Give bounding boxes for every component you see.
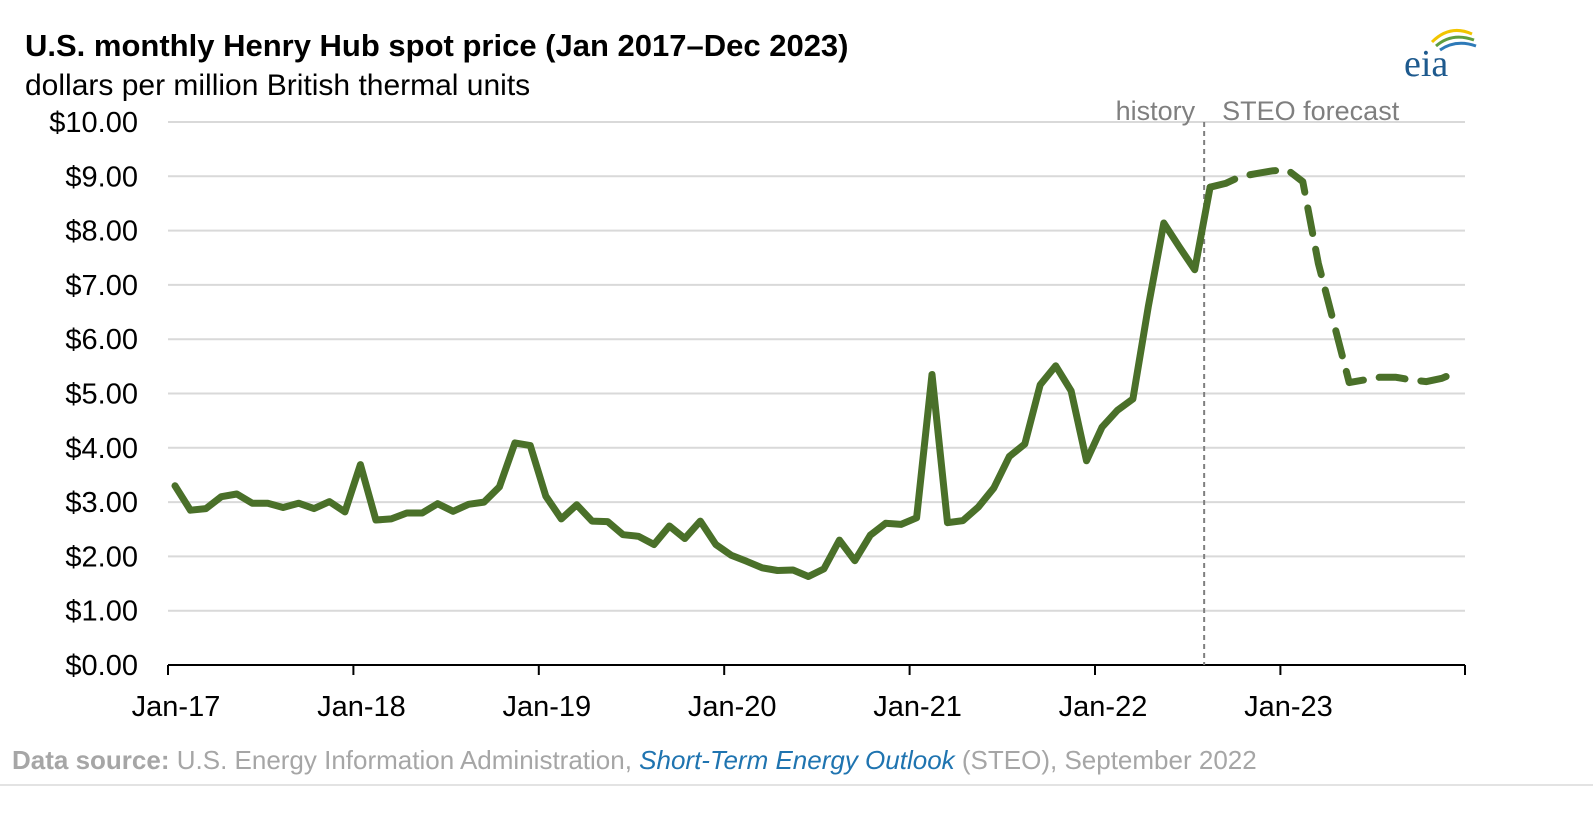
x-tick-label: Jan-21 <box>873 691 962 723</box>
x-tick-label: Jan-22 <box>1059 691 1148 723</box>
y-tick-label: $5.00 <box>65 379 138 411</box>
data-source-label: Data source: <box>12 745 170 775</box>
y-tick-label: $8.00 <box>65 216 138 248</box>
data-source-suffix: (STEO), September 2022 <box>954 745 1257 775</box>
y-tick-label: $9.00 <box>65 161 138 193</box>
chart-plot: $0.00 $1.00 $2.00 $3.00 $4.00 $5.00 $6.00 $7.00… <box>49 96 1466 723</box>
x-tick-label: Jan-20 <box>688 691 777 723</box>
forecast-annotation: STEO forecast <box>1222 96 1400 126</box>
y-tick-label: $10.00 <box>49 107 138 139</box>
forecast-price-line <box>1206 166 1461 387</box>
history-price-line <box>171 183 1214 580</box>
footer-divider <box>0 784 1593 786</box>
chart-subtitle: dollars per million British thermal unit… <box>25 69 531 102</box>
y-tick-label: $4.00 <box>65 433 138 465</box>
chart-title: U.S. monthly Henry Hub spot price (Jan 2… <box>25 28 849 63</box>
steo-link[interactable]: Short-Term Energy Outlook <box>639 745 955 775</box>
data-source-note: Data source: U.S. Energy Information Adm… <box>12 745 1257 776</box>
eia-logo-icon: eia <box>1404 28 1477 82</box>
y-tick-label: $1.00 <box>65 596 138 628</box>
y-tick-label: $2.00 <box>65 541 138 573</box>
history-annotation: history <box>1116 96 1196 126</box>
x-tick-label: Jan-19 <box>502 691 591 723</box>
y-tick-label: $3.00 <box>65 487 138 519</box>
x-tick-label: Jan-18 <box>317 691 406 723</box>
svg-text:eia: eia <box>1404 43 1448 82</box>
y-tick-label: $0.00 <box>65 650 138 682</box>
data-source-text: U.S. Energy Information Administration, <box>169 745 640 775</box>
x-tick-label: Jan-23 <box>1244 691 1333 723</box>
x-tick-label: Jan-17 <box>132 691 221 723</box>
y-tick-label: $7.00 <box>65 270 138 302</box>
y-tick-label: $6.00 <box>65 324 138 356</box>
